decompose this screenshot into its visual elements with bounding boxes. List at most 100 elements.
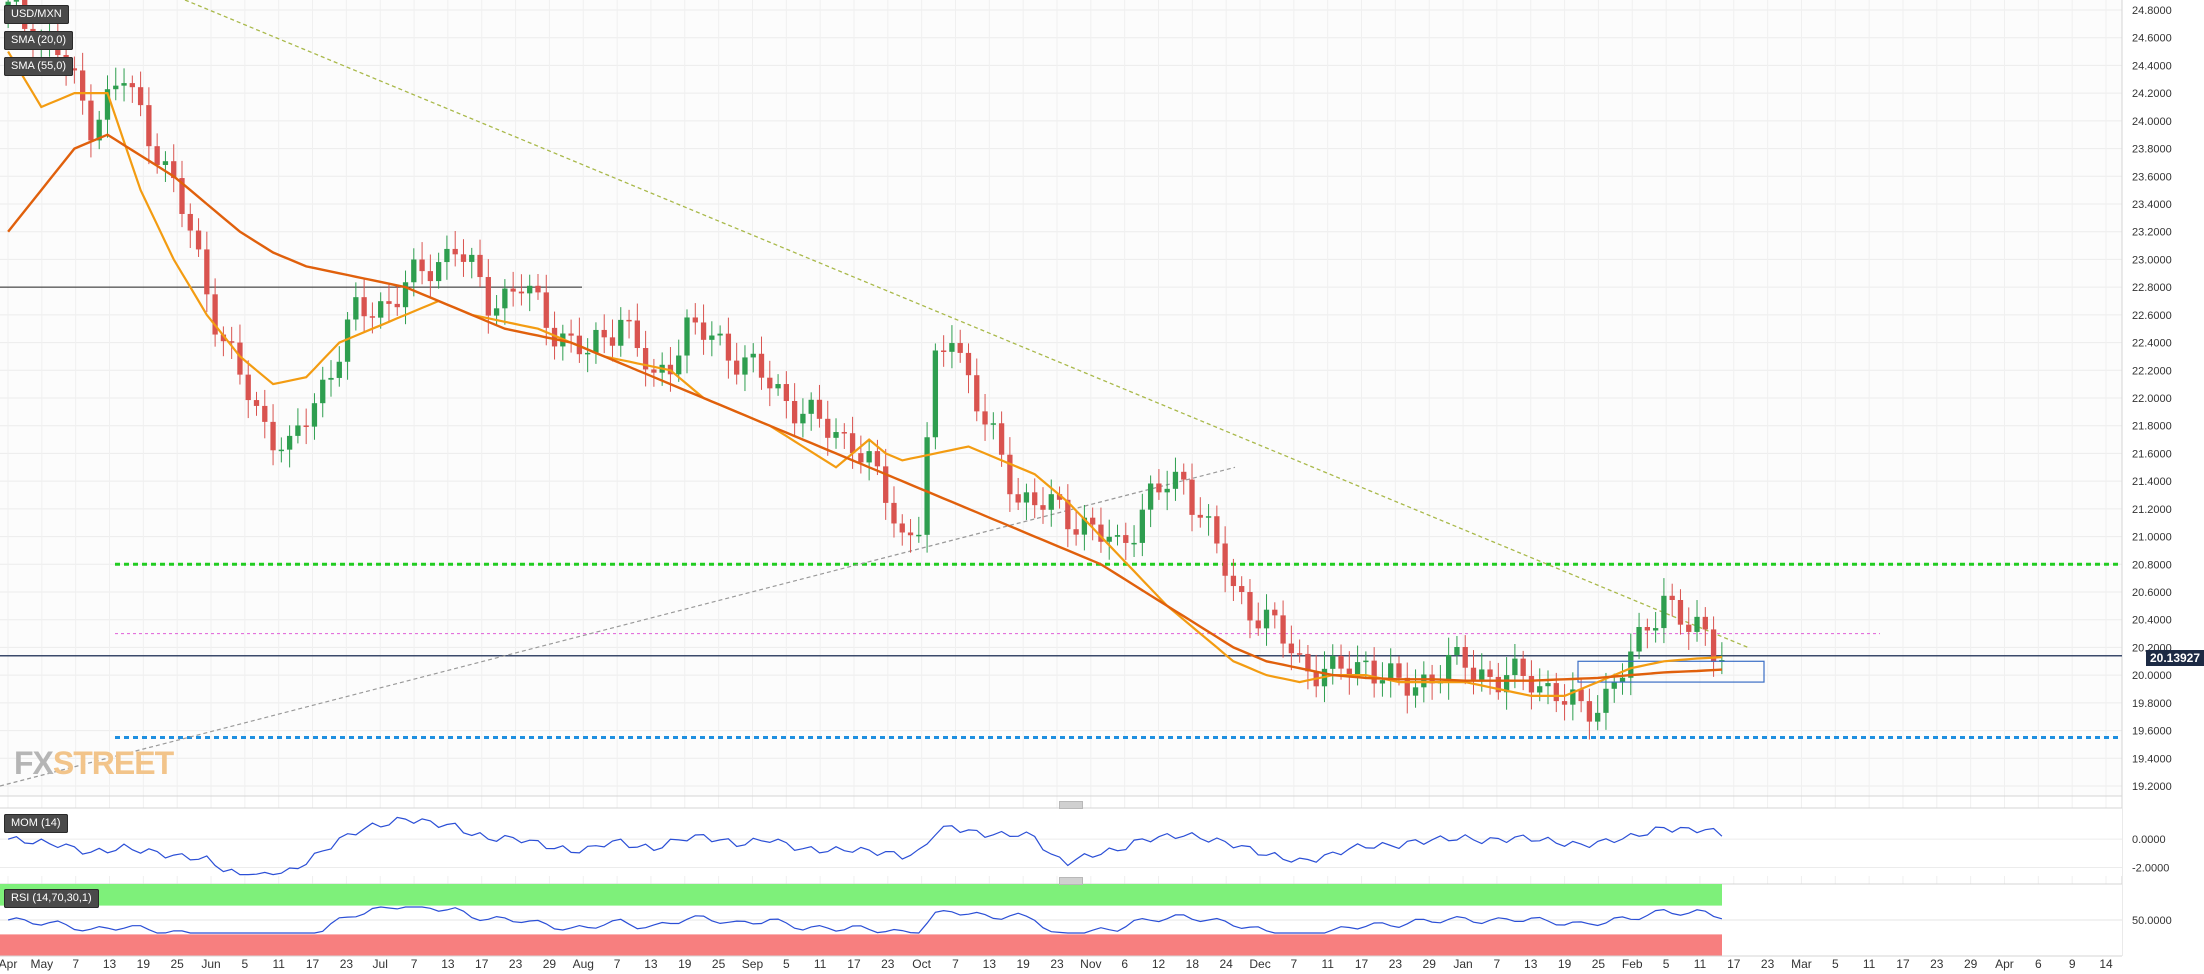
candle-body <box>1379 680 1386 684</box>
sma-fast-legend[interactable]: SMA (20,0) <box>4 31 74 50</box>
candle-down <box>940 335 947 367</box>
candle-down <box>394 286 400 316</box>
date-label: 19 <box>137 957 151 971</box>
sma-slow-legend[interactable]: SMA (55,0) <box>4 57 74 76</box>
logo-part-fx: FX <box>14 745 54 781</box>
date-label: 9 <box>2069 957 2076 971</box>
candle-body <box>361 297 367 317</box>
candle-down <box>725 317 732 379</box>
date-label: 5 <box>1663 957 1670 971</box>
candle-body <box>1114 535 1121 537</box>
candle-up <box>709 321 715 357</box>
candle-body <box>311 403 318 427</box>
candle-up <box>311 393 318 440</box>
candle-up <box>742 345 748 392</box>
candle-body <box>1090 517 1096 525</box>
candle-body <box>725 333 732 361</box>
candle-body <box>71 68 78 71</box>
candle-up <box>1570 672 1576 721</box>
candle-body <box>1073 529 1079 535</box>
date-label: 13 <box>441 957 455 971</box>
candle-body <box>858 453 864 463</box>
candle-down <box>568 319 574 353</box>
date-label: 17 <box>1727 957 1741 971</box>
date-label: 11 <box>814 957 827 971</box>
candle-up <box>808 392 814 431</box>
candle-down <box>642 330 649 387</box>
price-tick-label: 20.4000 <box>2132 615 2172 627</box>
candle-body <box>734 360 740 375</box>
candle-body <box>502 288 508 309</box>
candle-body <box>1669 595 1675 601</box>
candle-body <box>1338 655 1344 669</box>
candle-down <box>957 329 963 363</box>
candle-body <box>907 532 914 536</box>
candle-up <box>684 309 690 374</box>
date-label: 13 <box>644 957 658 971</box>
rsi-legend[interactable]: RSI (14,70,30,1) <box>4 889 99 908</box>
candle-down <box>974 358 980 422</box>
date-label: 5 <box>783 957 790 971</box>
candle-down <box>88 84 94 158</box>
candle-up <box>932 343 939 450</box>
candle-body <box>891 502 897 524</box>
candle-body <box>1454 647 1460 655</box>
candle-down <box>825 400 831 456</box>
candle-down <box>1669 583 1675 617</box>
candle-down <box>1686 607 1692 650</box>
candle-down <box>891 486 897 538</box>
candle-up <box>1205 504 1212 536</box>
candle-down <box>816 384 823 428</box>
candle-down <box>1189 463 1195 532</box>
candle-body <box>1611 681 1617 689</box>
candle-body <box>1421 674 1427 688</box>
candle-down <box>1056 486 1063 509</box>
candle-down <box>1578 679 1584 713</box>
candle-down <box>1404 662 1410 714</box>
candle-down <box>1230 558 1237 601</box>
symbol-legend[interactable]: USD/MXN <box>4 5 69 24</box>
candle-down <box>1470 650 1477 695</box>
candle-up <box>295 408 301 444</box>
candle-up <box>336 346 342 387</box>
date-label: Feb <box>1622 957 1643 971</box>
candle-down <box>634 303 640 357</box>
candle-body <box>344 319 351 362</box>
price-tick-label: 24.8000 <box>2132 5 2172 17</box>
mom-legend[interactable]: MOM (14) <box>4 814 68 833</box>
candle-body <box>609 337 616 346</box>
candle-body <box>1686 624 1692 632</box>
candle-up <box>833 418 839 449</box>
candle-down <box>204 231 210 313</box>
candle-up <box>1172 457 1179 501</box>
pane-resize-handle-mom[interactable] <box>1059 801 1083 809</box>
candle-body <box>1412 687 1419 696</box>
candle-body <box>212 294 218 335</box>
candle-up <box>162 151 169 182</box>
price-tick-label: 19.8000 <box>2132 698 2172 710</box>
candle-body <box>220 334 227 342</box>
candle-up <box>1628 633 1634 696</box>
candle-body <box>1205 516 1212 518</box>
date-label: 17 <box>475 957 489 971</box>
pane-resize-handle-rsi[interactable] <box>1059 877 1083 885</box>
candle-body <box>187 213 193 231</box>
candle-down <box>1586 688 1593 740</box>
candle-body <box>402 282 409 308</box>
candle-body <box>1296 653 1303 655</box>
candle-up <box>1611 673 1617 703</box>
candle-down <box>1272 602 1278 629</box>
candle-body <box>825 418 831 438</box>
candle-body <box>841 432 847 434</box>
candle-body <box>974 375 980 412</box>
candle-body <box>1156 483 1162 493</box>
candle-body <box>1528 675 1535 693</box>
candle-body <box>1628 651 1634 678</box>
candle-up <box>1147 475 1154 528</box>
candle-up <box>924 422 930 553</box>
date-label: 23 <box>340 957 354 971</box>
candle-down <box>1098 507 1104 553</box>
candle-up <box>113 67 119 101</box>
candle-body <box>485 277 491 316</box>
